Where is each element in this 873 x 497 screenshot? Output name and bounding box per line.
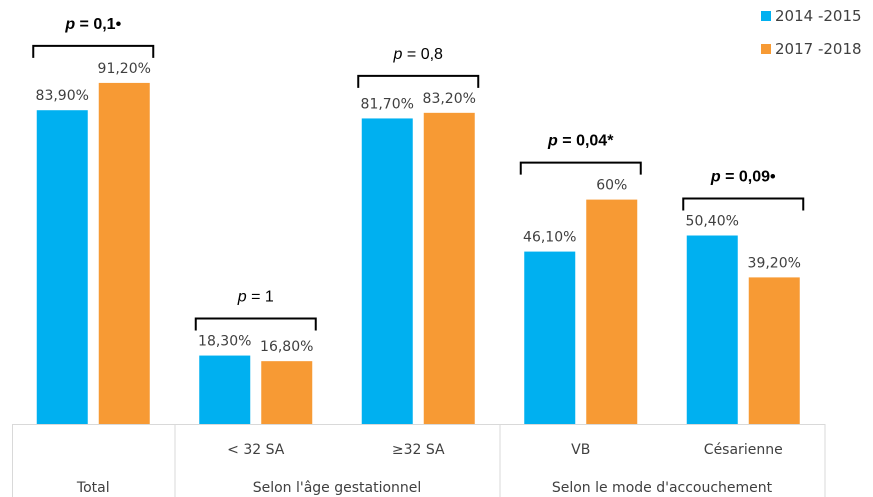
significance-bracket bbox=[194, 317, 317, 331]
bar-series2 bbox=[748, 277, 800, 424]
significance-bracket bbox=[519, 161, 642, 175]
group-label: Total bbox=[76, 480, 110, 496]
p-value-label: p = 0,1• bbox=[64, 16, 121, 33]
category-label: Césarienne bbox=[704, 442, 783, 458]
bar-series1 bbox=[199, 355, 251, 424]
p-value-label: p = 1 bbox=[237, 289, 274, 306]
category-label: < 32 SA bbox=[227, 442, 285, 458]
significance-bracket bbox=[682, 197, 805, 211]
category-label: ≥32 SA bbox=[392, 442, 445, 458]
p-value-label: p = 0,09• bbox=[710, 169, 776, 186]
bar-series1 bbox=[524, 251, 576, 424]
data-label: 60% bbox=[596, 178, 627, 194]
data-label: 81,70% bbox=[361, 96, 414, 112]
data-label: 16,80% bbox=[260, 339, 313, 355]
bar-series2 bbox=[423, 112, 475, 424]
data-label: 83,20% bbox=[423, 91, 476, 107]
bar-series1 bbox=[686, 235, 738, 424]
legend-label: 2017 -2018 bbox=[775, 40, 862, 58]
significance-bracket bbox=[357, 74, 480, 88]
legend-swatch bbox=[761, 11, 771, 21]
bar-series2 bbox=[98, 82, 150, 425]
data-label: 46,10% bbox=[523, 230, 576, 246]
group-label: Selon l'âge gestationnel bbox=[253, 480, 422, 496]
data-label: 18,30% bbox=[198, 334, 251, 350]
category-label: VB bbox=[571, 442, 590, 458]
group-label: Selon le mode d'accouchement bbox=[552, 480, 773, 496]
legend-label: 2014 -2015 bbox=[775, 7, 862, 25]
bar-series1 bbox=[36, 110, 88, 425]
bar-series1 bbox=[361, 118, 413, 424]
legend-swatch bbox=[761, 44, 771, 54]
data-label: 39,20% bbox=[748, 255, 801, 271]
significance-bracket bbox=[32, 44, 155, 58]
bar-series2 bbox=[586, 199, 638, 424]
data-label: 91,20% bbox=[98, 61, 151, 77]
p-value-label: p = 0,8 bbox=[393, 46, 443, 63]
data-label: 83,90% bbox=[36, 88, 89, 104]
bar-series2 bbox=[261, 361, 313, 424]
p-value-label: p = 0,04* bbox=[547, 133, 614, 150]
data-label: 50,40% bbox=[686, 214, 739, 230]
